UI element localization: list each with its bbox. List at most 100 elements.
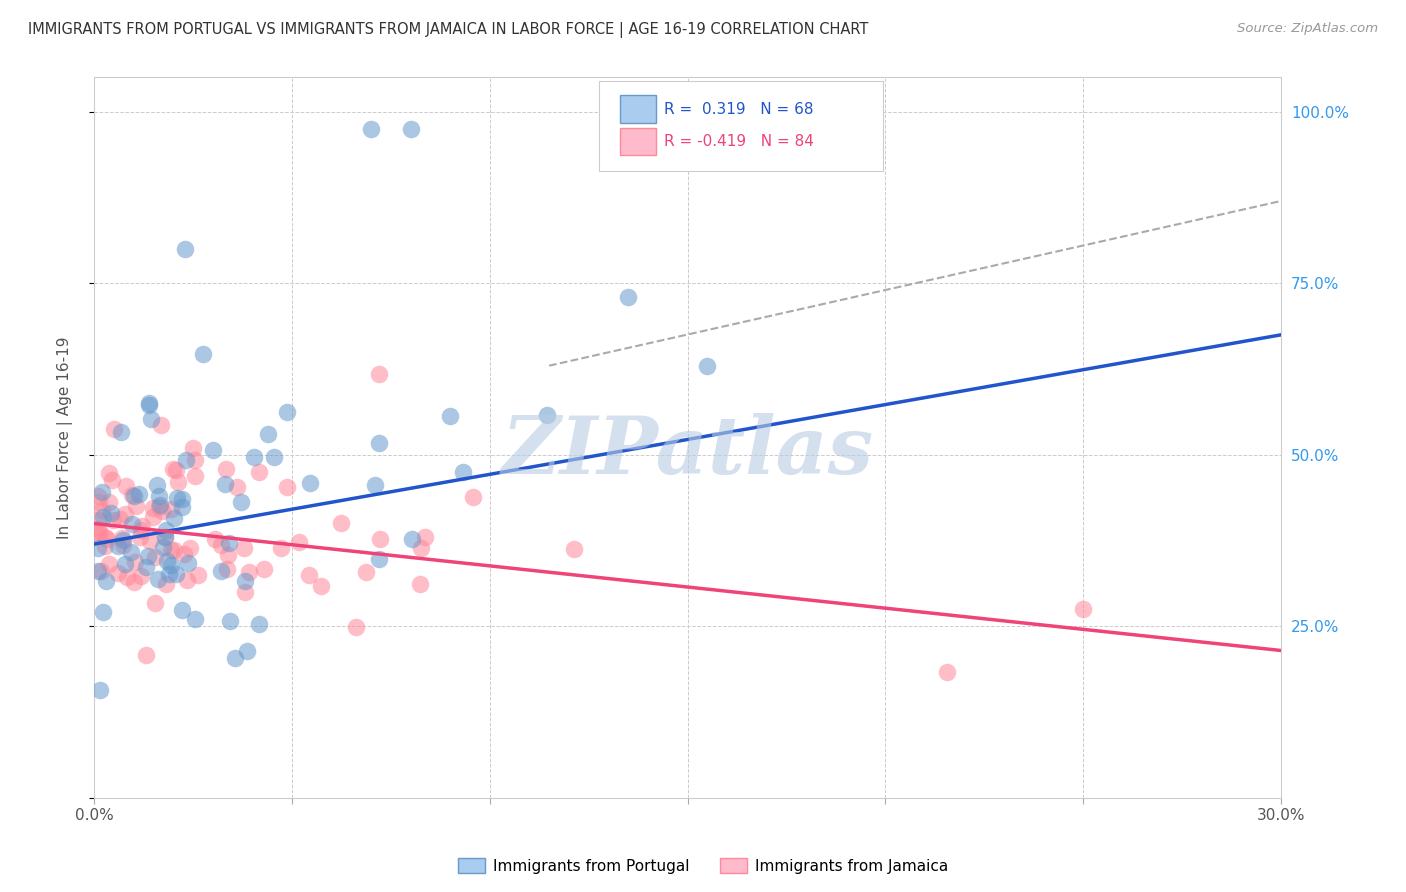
Point — [209, 538, 232, 552]
Point — [360, 122, 382, 136]
Point — [138, 398, 160, 412]
Point — [129, 530, 152, 544]
Point — [270, 541, 292, 556]
Point — [121, 488, 143, 502]
Point — [177, 556, 200, 570]
Point — [253, 562, 276, 576]
Point — [100, 506, 122, 520]
Point — [368, 435, 391, 450]
Point — [131, 568, 153, 582]
Point — [156, 554, 179, 568]
Point — [91, 605, 114, 619]
Point — [233, 585, 256, 599]
Text: IMMIGRANTS FROM PORTUGAL VS IMMIGRANTS FROM JAMAICA IN LABOR FORCE | AGE 16-19 C: IMMIGRANTS FROM PORTUGAL VS IMMIGRANTS F… — [28, 22, 869, 38]
FancyBboxPatch shape — [620, 95, 655, 123]
Point — [128, 486, 150, 500]
Point — [263, 450, 285, 464]
Point — [329, 516, 352, 530]
Point — [170, 491, 193, 506]
Point — [238, 566, 260, 580]
Point — [93, 530, 115, 544]
Point — [1071, 602, 1094, 616]
Point — [142, 501, 165, 516]
Point — [288, 534, 311, 549]
Point — [187, 568, 209, 582]
Point — [165, 463, 187, 477]
Point — [157, 566, 180, 581]
Point — [413, 530, 436, 544]
Point — [153, 530, 176, 544]
Point — [91, 485, 114, 500]
Point — [409, 576, 432, 591]
Point — [174, 242, 197, 256]
Point — [218, 536, 240, 550]
Point — [89, 525, 111, 540]
Point — [124, 555, 146, 569]
Point — [243, 450, 266, 464]
Point — [217, 562, 239, 576]
Point — [344, 620, 367, 634]
Point — [224, 650, 246, 665]
Point — [125, 499, 148, 513]
Point — [166, 491, 188, 506]
Point — [309, 578, 332, 592]
Point — [150, 418, 173, 433]
Point — [170, 500, 193, 515]
Point — [163, 543, 186, 558]
Point — [184, 469, 207, 483]
Point — [247, 617, 270, 632]
Point — [461, 490, 484, 504]
Point — [143, 596, 166, 610]
Point — [409, 541, 432, 555]
Point — [256, 426, 278, 441]
Point — [87, 489, 110, 503]
Point — [215, 462, 238, 476]
Point — [146, 573, 169, 587]
Point — [276, 405, 298, 419]
Point — [276, 480, 298, 494]
Point — [103, 422, 125, 436]
Point — [115, 479, 138, 493]
Point — [166, 475, 188, 489]
Point — [174, 453, 197, 467]
Point — [135, 648, 157, 662]
Point — [87, 564, 110, 578]
Point — [150, 504, 173, 518]
Point — [439, 409, 461, 423]
Point — [935, 665, 957, 679]
Point — [160, 501, 183, 516]
Point — [209, 564, 232, 578]
Point — [148, 489, 170, 503]
Point — [399, 122, 422, 136]
Point — [401, 532, 423, 546]
Point — [247, 465, 270, 479]
Point — [163, 511, 186, 525]
Point — [298, 567, 321, 582]
Point — [111, 533, 134, 547]
Point — [98, 557, 121, 571]
Point — [617, 290, 640, 304]
Text: Source: ZipAtlas.com: Source: ZipAtlas.com — [1237, 22, 1378, 36]
Point — [89, 683, 111, 698]
Point — [214, 477, 236, 491]
Point — [87, 541, 110, 555]
Point — [298, 476, 321, 491]
Point — [121, 516, 143, 531]
Point — [112, 538, 135, 552]
Point — [97, 495, 120, 509]
Point — [129, 523, 152, 537]
Point — [96, 532, 118, 546]
Point — [111, 531, 134, 545]
Point — [139, 534, 162, 549]
Point — [122, 574, 145, 589]
Point — [202, 443, 225, 458]
Point — [155, 530, 177, 544]
Point — [159, 543, 181, 558]
Point — [107, 566, 129, 580]
FancyBboxPatch shape — [599, 81, 883, 171]
FancyBboxPatch shape — [620, 128, 655, 155]
Point — [184, 453, 207, 467]
Point — [143, 550, 166, 565]
Point — [226, 480, 249, 494]
Point — [184, 612, 207, 626]
